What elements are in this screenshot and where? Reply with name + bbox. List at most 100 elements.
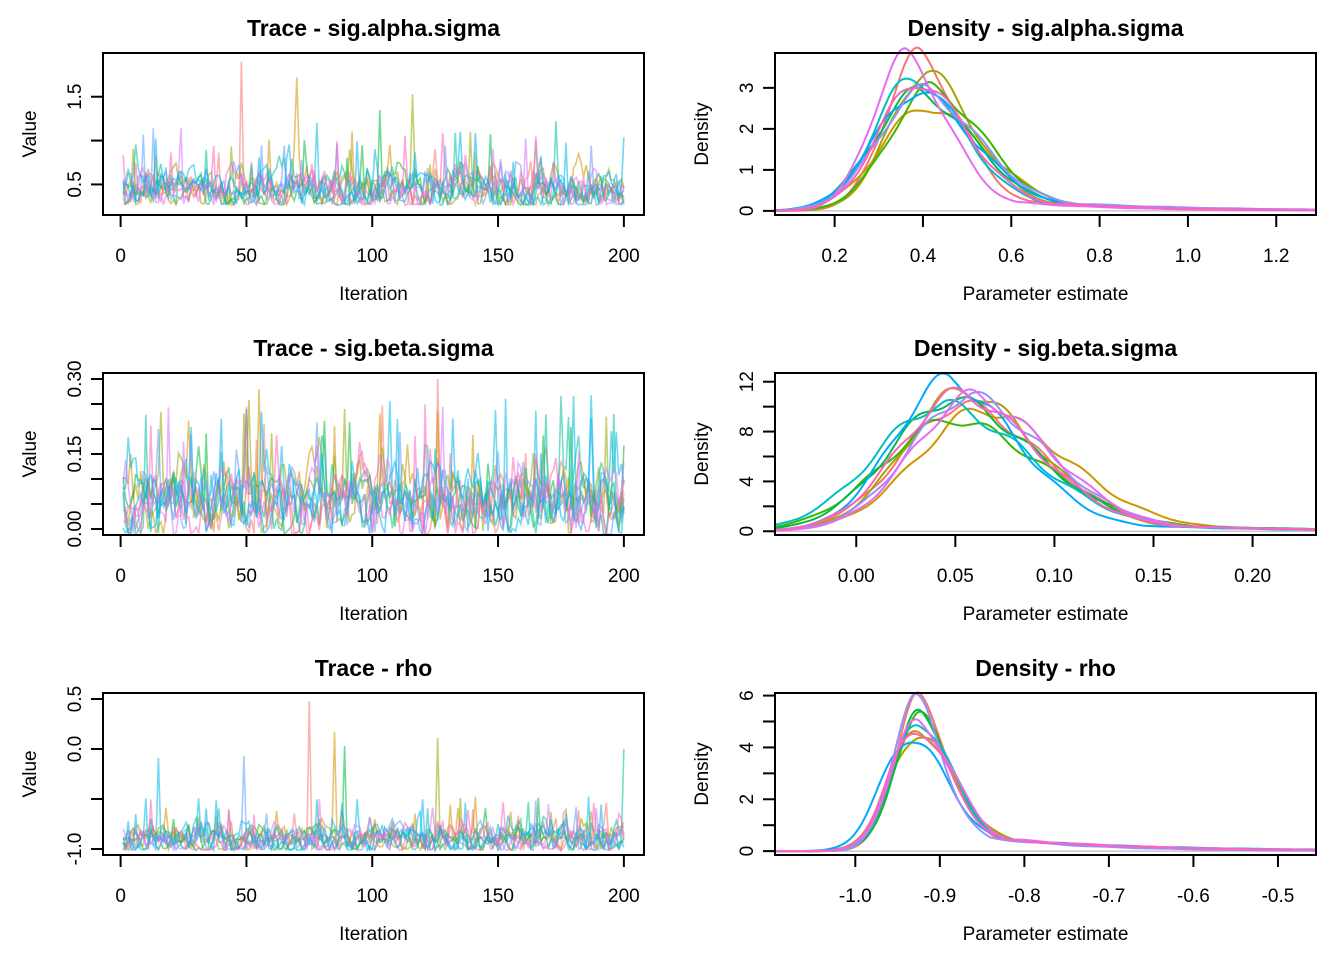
- x-tick-label: 150: [482, 246, 514, 267]
- y-axis: 0 2 4 6: [737, 690, 776, 857]
- panel-title: Density - sig.beta.sigma: [914, 335, 1178, 361]
- trace-lines: [122, 61, 625, 208]
- panel-trace-sig-alpha-sigma: Trace - sig.alpha.sigma Iteration Value …: [20, 15, 645, 305]
- panel-density-rho: Density - rho Parameter estimate Density…: [692, 655, 1317, 945]
- x-tick-label: 0.6: [998, 246, 1024, 267]
- density-lines: [775, 691, 1316, 853]
- x-tick-label: 50: [236, 246, 257, 267]
- x-axis-label: Iteration: [339, 284, 408, 305]
- y-axis: 0.00 0.15 0.30: [65, 361, 104, 548]
- y-tick-label: 12: [737, 371, 758, 392]
- trace-line-chain-5: [122, 748, 625, 853]
- y-axis-label: Density: [692, 102, 713, 166]
- x-tick-label: 0.05: [937, 566, 974, 587]
- x-tick-label: -0.5: [1262, 886, 1295, 907]
- trace-line-chain-10: [122, 418, 625, 535]
- panel-trace-sig-beta-sigma: Trace - sig.beta.sigma Iteration Value 0…: [20, 335, 645, 625]
- x-tick-label: 1.2: [1263, 246, 1289, 267]
- x-axis-label: Parameter estimate: [963, 924, 1129, 945]
- x-axis-label: Parameter estimate: [963, 284, 1129, 305]
- y-tick-label: 0.0: [65, 736, 86, 762]
- x-tick-label: 50: [236, 886, 257, 907]
- density-line-chain-8: [774, 82, 1317, 212]
- y-axis: 0 1 2 3: [737, 83, 776, 217]
- x-tick-label: -0.7: [1093, 886, 1126, 907]
- y-tick-label: 2: [737, 124, 758, 135]
- x-tick-label: 200: [608, 886, 640, 907]
- y-axis-label: Value: [20, 110, 41, 157]
- trace-lines: [122, 378, 625, 537]
- y-tick-label: 2: [737, 794, 758, 805]
- density-lines: [774, 46, 1317, 212]
- density-lines: [774, 372, 1317, 532]
- x-axis: 0 50 100 150 200: [115, 214, 640, 267]
- y-tick-label: -1.0: [65, 833, 86, 866]
- density-line-chain-10: [774, 386, 1316, 531]
- x-tick-label: 0.10: [1036, 566, 1073, 587]
- panel-title: Density - sig.alpha.sigma: [907, 15, 1183, 41]
- y-tick-label: 0.30: [65, 361, 86, 398]
- x-axis: -1.0 -0.9 -0.8 -0.7 -0.6 -0.5: [839, 854, 1295, 907]
- x-tick-label: 200: [608, 566, 640, 587]
- trace-line-chain-7: [122, 755, 625, 852]
- x-tick-label: 150: [482, 566, 514, 587]
- x-tick-label: 0.8: [1086, 246, 1112, 267]
- x-tick-label: 0: [115, 246, 126, 267]
- x-tick-label: 100: [356, 886, 388, 907]
- trace-line-chain-9: [122, 799, 625, 853]
- y-tick-label: 0: [737, 526, 758, 537]
- x-axis: 0 50 100 150 200: [115, 534, 640, 587]
- y-axis-label: Density: [692, 422, 713, 486]
- x-axis-label: Parameter estimate: [963, 604, 1129, 625]
- y-tick-label: 1: [737, 165, 758, 176]
- y-tick-label: 4: [737, 742, 758, 753]
- panel-title: Trace - sig.alpha.sigma: [247, 15, 500, 41]
- x-tick-label: 0.2: [821, 246, 847, 267]
- x-tick-label: 100: [356, 246, 388, 267]
- y-tick-label: 0.15: [65, 436, 86, 473]
- y-tick-label: 0.00: [65, 511, 86, 548]
- panel-density-sig-beta-sigma: Density - sig.beta.sigma Parameter estim…: [692, 335, 1317, 625]
- x-tick-label: 0.00: [838, 566, 875, 587]
- x-tick-label: -0.6: [1177, 886, 1210, 907]
- x-tick-label: 150: [482, 886, 514, 907]
- x-tick-label: -1.0: [839, 886, 872, 907]
- panel-title: Trace - rho: [315, 655, 433, 681]
- y-axis: -1.0 0.0 0.5: [65, 686, 104, 866]
- trace-line-chain-10: [122, 131, 625, 207]
- y-tick-label: 0: [737, 846, 758, 857]
- y-tick-label: 8: [737, 426, 758, 437]
- x-tick-label: 100: [356, 566, 388, 587]
- x-axis-label: Iteration: [339, 604, 408, 625]
- panel-density-sig-alpha-sigma: Density - sig.alpha.sigma Parameter esti…: [692, 15, 1317, 305]
- y-tick-label: 3: [737, 83, 758, 94]
- density-line-chain-10: [775, 732, 1316, 853]
- y-tick-label: 4: [737, 476, 758, 487]
- panel-title: Trace - sig.beta.sigma: [253, 335, 494, 361]
- y-tick-label: 6: [737, 690, 758, 701]
- x-tick-label: 50: [236, 566, 257, 587]
- trace-lines: [122, 700, 625, 854]
- y-axis-label: Value: [20, 750, 41, 797]
- x-axis-label: Iteration: [339, 924, 408, 945]
- x-tick-label: -0.9: [923, 886, 956, 907]
- x-tick-label: 200: [608, 246, 640, 267]
- y-axis: 0 4 8 12: [737, 371, 776, 537]
- y-tick-label: 1.5: [65, 84, 86, 110]
- x-tick-label: -0.8: [1008, 886, 1041, 907]
- x-tick-label: 0: [115, 566, 126, 587]
- y-tick-label: 0: [737, 206, 758, 217]
- y-tick-label: 0.5: [65, 171, 86, 197]
- trace-line-chain-10: [123, 799, 625, 853]
- density-line-chain-10: [775, 87, 1316, 212]
- y-axis-label: Value: [20, 430, 41, 477]
- y-axis-label: Density: [692, 742, 713, 806]
- x-tick-label: 0: [115, 886, 126, 907]
- x-axis: 0.00 0.05 0.10 0.15 0.20: [838, 534, 1271, 587]
- x-tick-label: 1.0: [1175, 246, 1201, 267]
- x-tick-label: 0.20: [1234, 566, 1271, 587]
- panel-trace-rho: Trace - rho Iteration Value 0 50 100 150 200…: [20, 655, 645, 945]
- y-tick-label: 0.5: [65, 686, 86, 712]
- panel-title: Density - rho: [975, 655, 1116, 681]
